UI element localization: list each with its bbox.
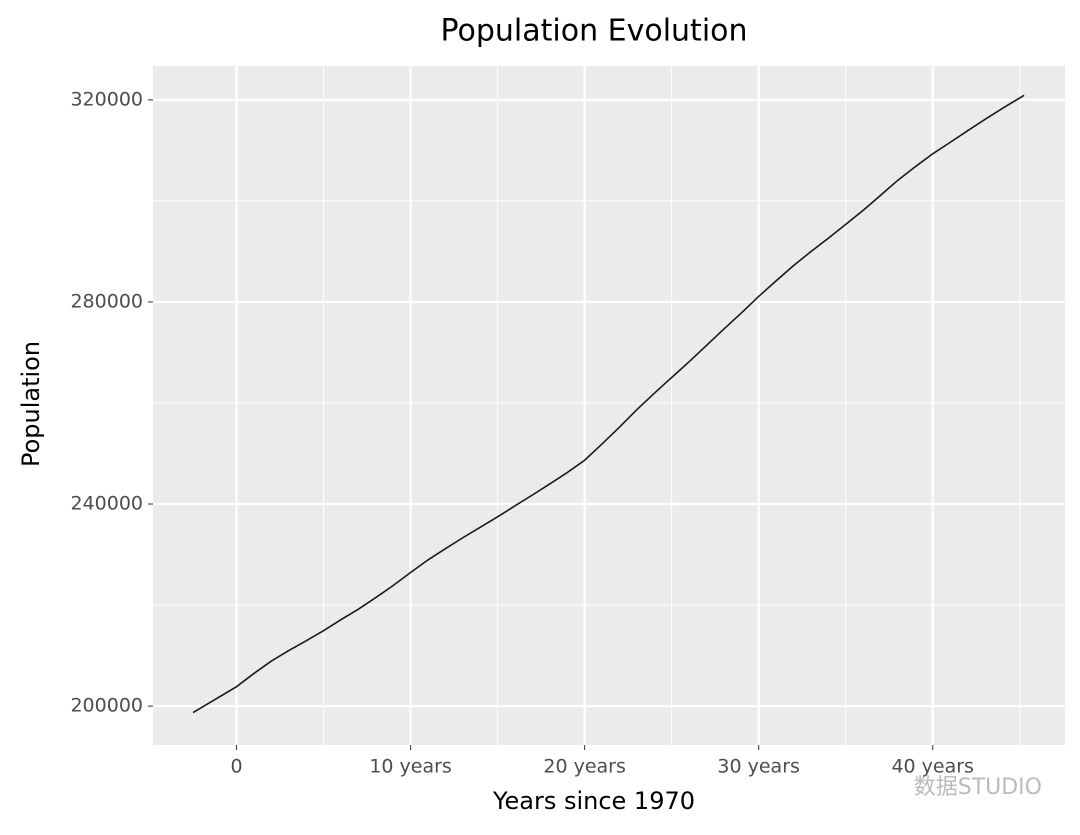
x-axis-title: Years since 1970 [492,787,695,815]
y-axis-title: Population [17,341,45,467]
y-tick-label: 280000 [70,290,143,312]
watermark: 数据STUDIO [914,775,1042,800]
x-tick-label: 0 [230,756,242,778]
line [192,94,1025,714]
x-tick-label: 30 years [717,756,800,778]
chart-title: Population Evolution [440,14,747,49]
x-tick-label: 20 years [543,756,626,778]
y-tick-label: 200000 [70,695,143,717]
y-tick-label: 320000 [70,88,143,110]
y-tick-label: 240000 [70,493,143,515]
x-tick-label: 40 years [891,756,974,778]
x-tick-label: 10 years [369,756,452,778]
panel [153,66,1065,745]
